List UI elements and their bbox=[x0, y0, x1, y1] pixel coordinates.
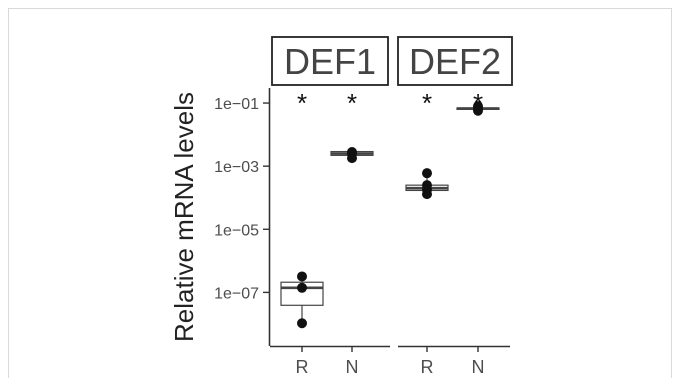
data-point bbox=[473, 105, 483, 116]
significance-marker: * bbox=[297, 88, 307, 118]
data-point bbox=[422, 189, 432, 200]
panel-title-def1: DEF1 bbox=[284, 41, 376, 82]
significance-marker: * bbox=[422, 88, 432, 118]
y-tick-label: 1e−03 bbox=[214, 159, 259, 176]
y-tick-label: 1e−05 bbox=[214, 222, 259, 239]
data-point bbox=[297, 271, 307, 282]
x-tick-label: N bbox=[472, 357, 485, 375]
data-point bbox=[297, 282, 307, 293]
x-tick-label: N bbox=[346, 357, 359, 375]
data-point bbox=[422, 168, 432, 179]
data-point bbox=[347, 153, 357, 164]
y-tick-label: 1e−07 bbox=[214, 285, 259, 302]
significance-marker: * bbox=[347, 88, 357, 118]
x-tick-label: R bbox=[296, 357, 309, 375]
data-point bbox=[297, 318, 307, 329]
panel-title-box-def1 bbox=[271, 36, 389, 86]
y-tick-label: 1e−01 bbox=[214, 96, 259, 113]
significance-marker: * bbox=[473, 88, 483, 118]
figure-border bbox=[8, 8, 672, 378]
panel-title-def2: DEF2 bbox=[409, 41, 501, 82]
x-tick-label: R bbox=[421, 357, 434, 375]
panel-title-box-def2 bbox=[397, 36, 513, 86]
y-axis-label: Relative mRNA levels bbox=[169, 92, 199, 342]
